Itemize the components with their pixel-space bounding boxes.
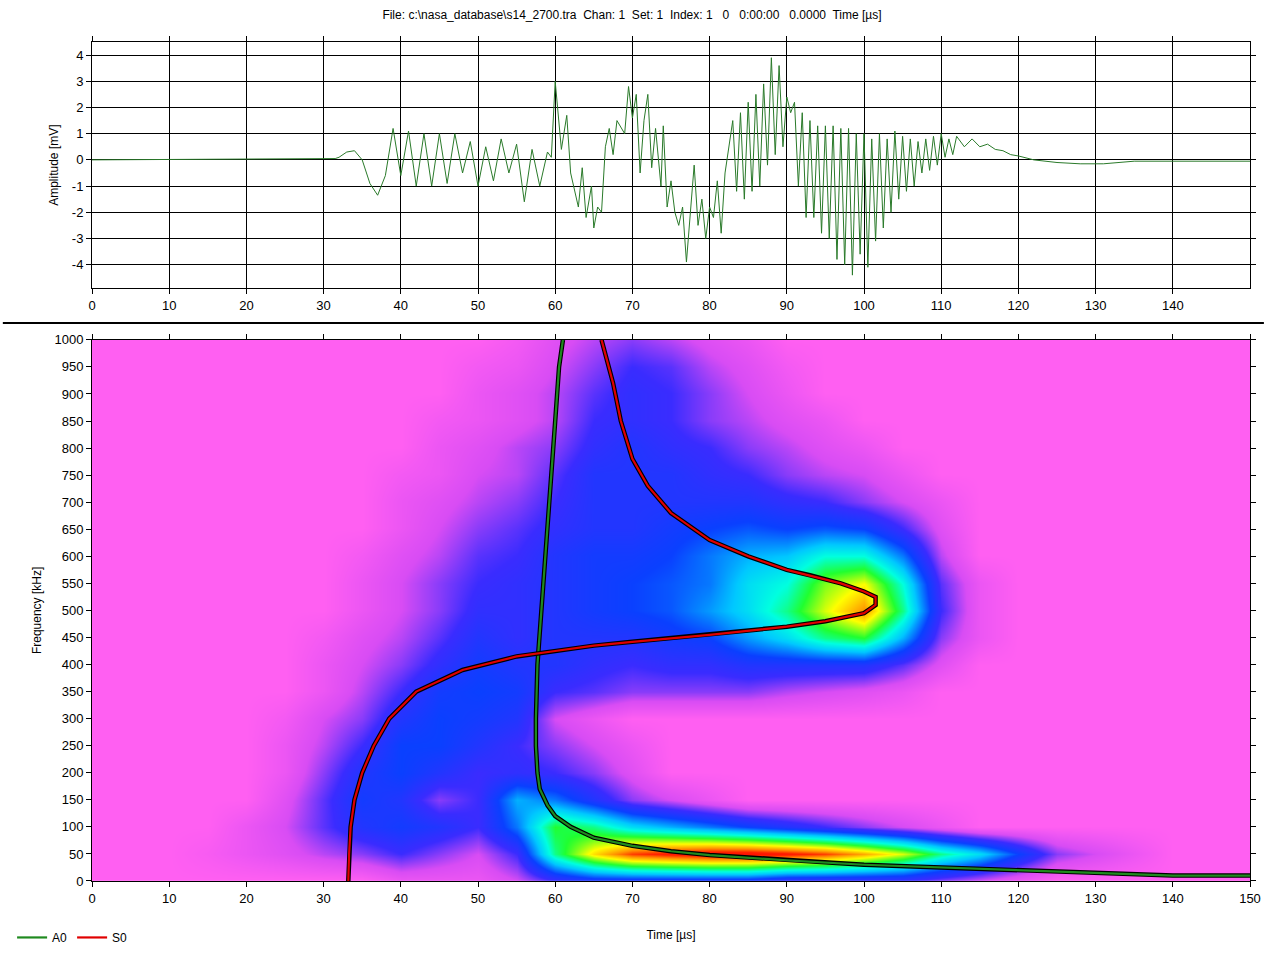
svg-text:3: 3	[76, 74, 83, 89]
svg-text:30: 30	[316, 891, 330, 906]
svg-text:Frequency [kHz]: Frequency [kHz]	[30, 567, 44, 654]
svg-text:550: 550	[62, 576, 84, 591]
svg-text:2: 2	[76, 100, 83, 115]
svg-text:200: 200	[62, 765, 84, 780]
svg-text:0: 0	[76, 874, 83, 889]
svg-text:40: 40	[394, 298, 408, 313]
svg-text:100: 100	[62, 819, 84, 834]
svg-text:-3: -3	[72, 231, 84, 246]
svg-text:250: 250	[62, 738, 84, 753]
svg-text:300: 300	[62, 711, 84, 726]
svg-text:70: 70	[625, 298, 639, 313]
svg-text:110: 110	[931, 891, 952, 906]
svg-text:30: 30	[316, 298, 330, 313]
svg-text:70: 70	[625, 891, 639, 906]
svg-text:140: 140	[1162, 891, 1184, 906]
svg-text:900: 900	[62, 387, 84, 402]
svg-text:500: 500	[62, 603, 84, 618]
svg-text:400: 400	[62, 657, 84, 672]
svg-text:Amplitude [mV]: Amplitude [mV]	[47, 124, 61, 205]
svg-text:150: 150	[1239, 891, 1261, 906]
svg-text:20: 20	[239, 891, 253, 906]
svg-text:100: 100	[853, 891, 875, 906]
svg-text:File: c:\nasa_database\s14_270: File: c:\nasa_database\s14_2700.tra Chan…	[382, 8, 881, 22]
svg-text:130: 130	[1085, 891, 1107, 906]
svg-text:90: 90	[780, 891, 794, 906]
svg-text:0: 0	[88, 891, 95, 906]
svg-text:450: 450	[62, 630, 84, 645]
svg-text:1: 1	[76, 126, 83, 141]
svg-text:Time [µs]: Time [µs]	[646, 928, 695, 942]
svg-text:4: 4	[76, 48, 83, 63]
svg-text:950: 950	[62, 359, 84, 374]
svg-text:750: 750	[62, 468, 84, 483]
svg-text:0: 0	[76, 152, 83, 167]
svg-text:80: 80	[702, 298, 716, 313]
svg-text:100: 100	[853, 298, 875, 313]
svg-text:90: 90	[780, 298, 794, 313]
svg-text:60: 60	[548, 298, 562, 313]
svg-text:140: 140	[1162, 298, 1184, 313]
svg-text:800: 800	[62, 441, 84, 456]
svg-text:-1: -1	[72, 179, 84, 194]
svg-text:60: 60	[548, 891, 562, 906]
svg-text:1000: 1000	[54, 332, 83, 347]
svg-text:700: 700	[62, 495, 84, 510]
svg-text:50: 50	[471, 298, 485, 313]
svg-text:130: 130	[1085, 298, 1107, 313]
svg-text:350: 350	[62, 684, 84, 699]
svg-text:10: 10	[162, 298, 176, 313]
svg-text:150: 150	[62, 792, 84, 807]
svg-text:10: 10	[162, 891, 176, 906]
svg-text:-4: -4	[72, 257, 84, 272]
svg-text:S0: S0	[112, 931, 127, 945]
svg-text:40: 40	[394, 891, 408, 906]
svg-text:80: 80	[702, 891, 716, 906]
svg-text:20: 20	[239, 298, 253, 313]
svg-text:0: 0	[88, 298, 95, 313]
svg-text:50: 50	[471, 891, 485, 906]
svg-text:A0: A0	[52, 931, 67, 945]
svg-text:50: 50	[69, 846, 83, 861]
svg-text:120: 120	[1008, 891, 1030, 906]
svg-text:120: 120	[1008, 298, 1030, 313]
svg-text:110: 110	[931, 298, 952, 313]
svg-text:600: 600	[62, 549, 84, 564]
svg-text:850: 850	[62, 414, 84, 429]
svg-text:-2: -2	[72, 205, 84, 220]
svg-text:650: 650	[62, 522, 84, 537]
